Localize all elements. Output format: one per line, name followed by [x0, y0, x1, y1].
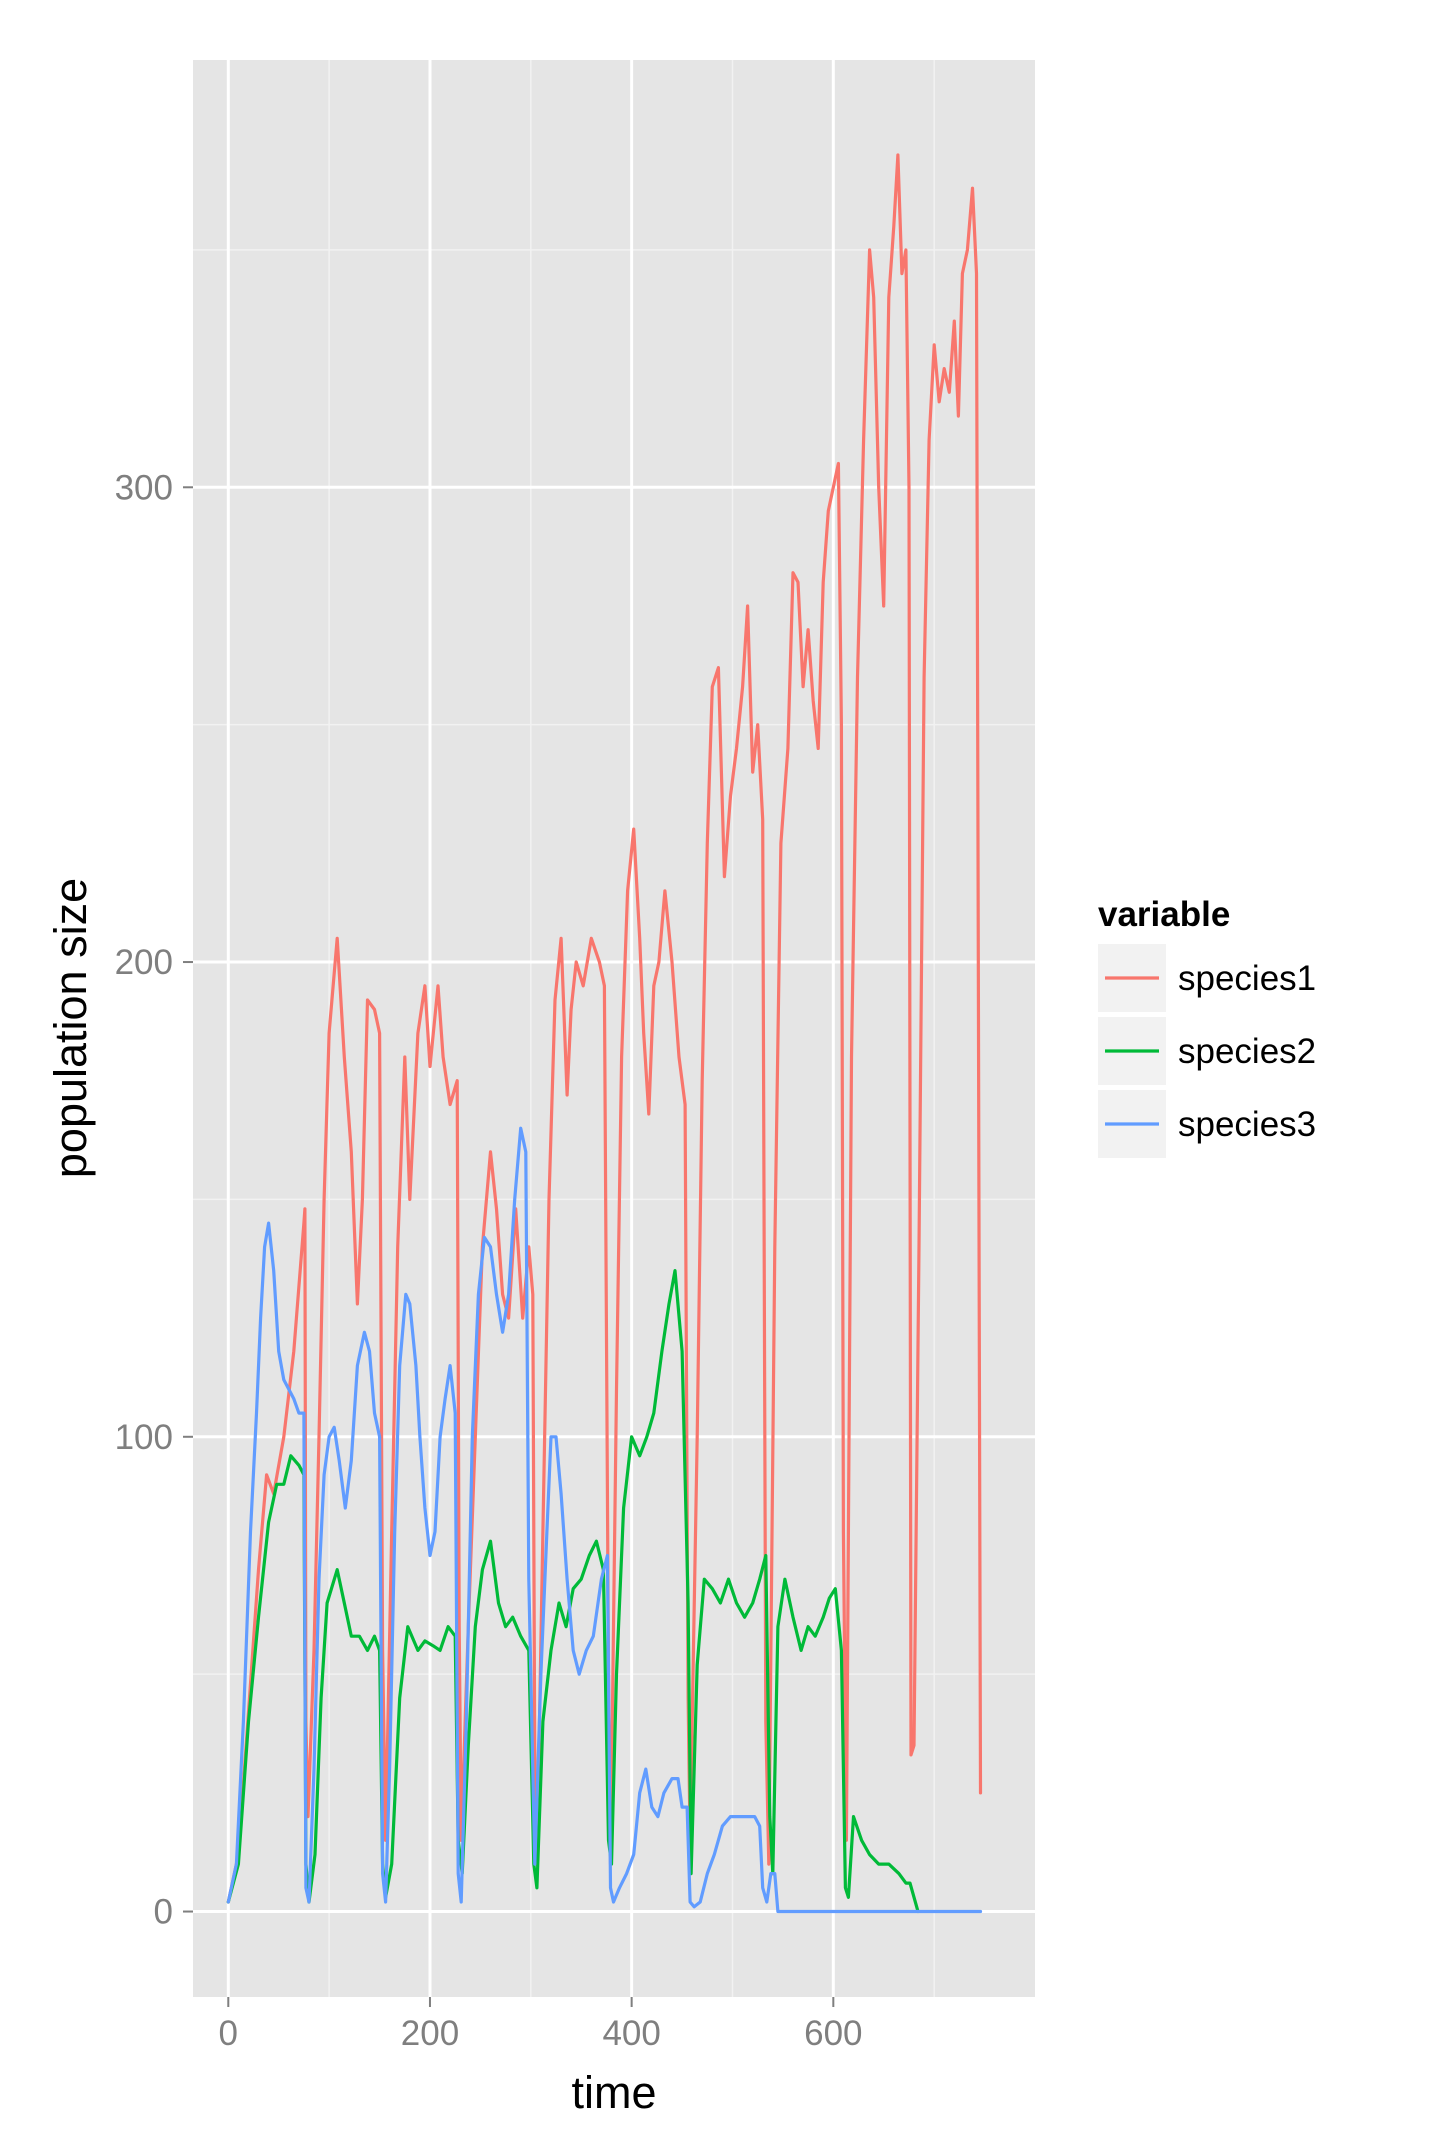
x-tick-label: 400 [602, 2014, 660, 2053]
series-line-species2 [226, 1268, 920, 1914]
y-tick-label: 100 [115, 1418, 173, 1457]
y-tick-label: 300 [115, 468, 173, 507]
x-tick-label: 200 [401, 2014, 459, 2053]
series-line-species1 [226, 153, 983, 1904]
axis-ticks [183, 486, 835, 2007]
y-axis-title: population size [45, 878, 96, 1178]
x-axis-tick-labels: 0 200 400 600 [219, 2014, 863, 2053]
legend: variable species1 species2 species3 [1098, 895, 1316, 1158]
legend-label-species1: species1 [1178, 959, 1316, 998]
legend-title: variable [1098, 895, 1230, 934]
series-line-species3 [226, 1126, 983, 1914]
series-lines [226, 153, 983, 1914]
x-tick-label: 600 [804, 2014, 862, 2053]
legend-label-species3: species3 [1178, 1105, 1316, 1144]
x-tick-label: 0 [219, 2014, 238, 2053]
y-tick-label: 0 [154, 1893, 173, 1932]
y-axis-tick-labels: 0 100 200 300 [115, 468, 173, 1931]
major-gridlines [193, 60, 1035, 1997]
minor-gridlines [193, 60, 1035, 1997]
legend-items: species1 species2 species3 [1098, 944, 1316, 1158]
x-axis-title: time [571, 2067, 656, 2118]
y-tick-label: 200 [115, 943, 173, 982]
legend-label-species2: species2 [1178, 1032, 1316, 1071]
